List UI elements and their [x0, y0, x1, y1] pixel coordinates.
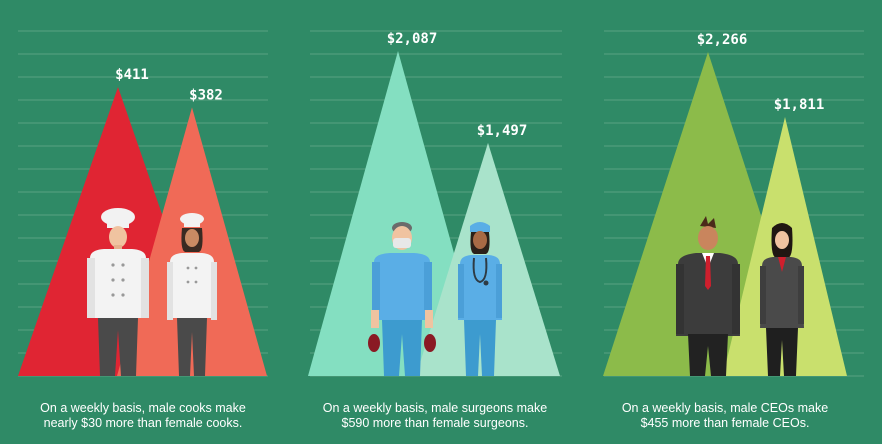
male-ceo-figure — [676, 216, 740, 376]
caption-cooks-line1: On a weekly basis, male cooks make — [40, 401, 246, 415]
male-surgeon-figure — [368, 222, 436, 376]
female-surgeons-value-label: $1,497 — [477, 123, 528, 139]
male-surgeons-value-label: $2,087 — [387, 31, 438, 47]
female-cooks-value-label: $382 — [189, 87, 223, 103]
female-chef-figure — [167, 213, 217, 376]
male-cooks-value-label: $411 — [115, 67, 149, 83]
caption-ceos-line2: $455 more than female CEOs. — [640, 416, 810, 430]
panel-surgeons: $2,087 $1,497 — [308, 31, 560, 376]
caption-ceos-line1: On a weekly basis, male CEOs make — [621, 401, 829, 415]
panel-ceos: $2,266 $1,811 — [603, 32, 847, 376]
female-ceos-value-label: $1,811 — [774, 97, 825, 113]
caption-cooks-line2: nearly $30 more than female cooks. — [43, 416, 243, 430]
caption-ceos: On a weekly basis, male CEOs make $455 m… — [595, 401, 855, 431]
caption-cooks: On a weekly basis, male cooks make nearl… — [13, 401, 273, 431]
male-ceos-value-label: $2,266 — [697, 32, 748, 48]
female-ceo-figure — [760, 223, 804, 376]
caption-surgeons-line2: $590 more than female surgeons. — [341, 416, 529, 430]
panel-cooks: $411 $382 — [18, 67, 267, 377]
male-chef-figure — [87, 208, 149, 376]
female-surgeon-figure — [458, 222, 502, 376]
caption-surgeons-line1: On a weekly basis, male surgeons make — [322, 401, 548, 415]
caption-surgeons: On a weekly basis, male surgeons make $5… — [305, 401, 565, 431]
